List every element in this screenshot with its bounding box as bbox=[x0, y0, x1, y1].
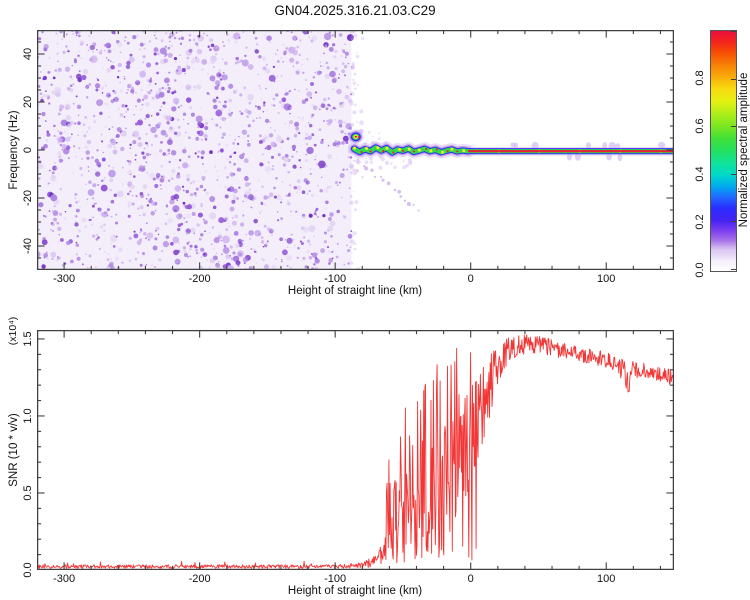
signal-track bbox=[347, 129, 674, 212]
colorbar-tick bbox=[731, 221, 736, 222]
colorbar-axis-title: Normalized spectral amplitude bbox=[738, 72, 750, 228]
axes bbox=[37, 30, 674, 270]
y-tick-label: 0.5 bbox=[22, 485, 34, 501]
x-tick-label: -300 bbox=[53, 273, 76, 285]
y-tick-label: 0.0 bbox=[22, 562, 34, 578]
colorbar-tick-label: 0.4 bbox=[694, 166, 706, 182]
x-tick-label: 0 bbox=[467, 573, 474, 585]
x-tick-label: 100 bbox=[597, 273, 616, 285]
snr-y-scale-note: (x10⁴) bbox=[7, 316, 19, 346]
spectrogram-panel bbox=[37, 30, 674, 270]
spectrogram-y-axis-title: Frequency (Hz) bbox=[8, 110, 20, 190]
x-tick-label: -200 bbox=[188, 573, 211, 585]
colorbar-tick-label: 0.6 bbox=[694, 118, 706, 134]
snr-plot bbox=[37, 330, 674, 570]
y-tick-label: -20 bbox=[22, 190, 34, 206]
y-tick-label: 20 bbox=[22, 95, 34, 109]
y-tick-label: 0 bbox=[22, 146, 34, 154]
colorbar-tick-label: 0.8 bbox=[694, 70, 706, 86]
spectrogram-plot bbox=[37, 30, 674, 270]
snr-y-axis-title: SNR (10 * v/v) bbox=[8, 413, 20, 487]
x-tick-label: -200 bbox=[188, 273, 211, 285]
colorbar bbox=[710, 30, 737, 272]
x-tick-label: -100 bbox=[324, 273, 347, 285]
snr-curve bbox=[37, 334, 674, 569]
colorbar-tick bbox=[731, 269, 736, 270]
snr-x-axis-title: Height of straight line (km) bbox=[287, 585, 423, 597]
spectrogram-x-axis-title: Height of straight line (km) bbox=[287, 285, 423, 297]
colorbar-tick-label: 0.0 bbox=[694, 262, 706, 278]
y-tick-label: 1.0 bbox=[22, 408, 34, 424]
y-tick-label: 40 bbox=[22, 47, 34, 61]
y-tick-label: 1.5 bbox=[22, 331, 34, 347]
snr-panel bbox=[37, 330, 674, 570]
colorbar-tick bbox=[731, 31, 736, 32]
noise-field bbox=[37, 30, 365, 270]
x-tick-label: 100 bbox=[597, 573, 616, 585]
colorbar-tick bbox=[731, 174, 736, 175]
y-tick-label: -40 bbox=[22, 238, 34, 254]
x-tick-label: -300 bbox=[53, 573, 76, 585]
x-tick-label: -100 bbox=[324, 573, 347, 585]
colorbar-tick-label: 0.2 bbox=[694, 214, 706, 230]
colorbar-tick bbox=[731, 126, 736, 127]
axes bbox=[37, 330, 674, 570]
x-tick-label: 0 bbox=[467, 273, 474, 285]
colorbar-tick bbox=[731, 79, 736, 80]
plot-title: GN04.2025.316.21.03.C29 bbox=[274, 3, 436, 18]
